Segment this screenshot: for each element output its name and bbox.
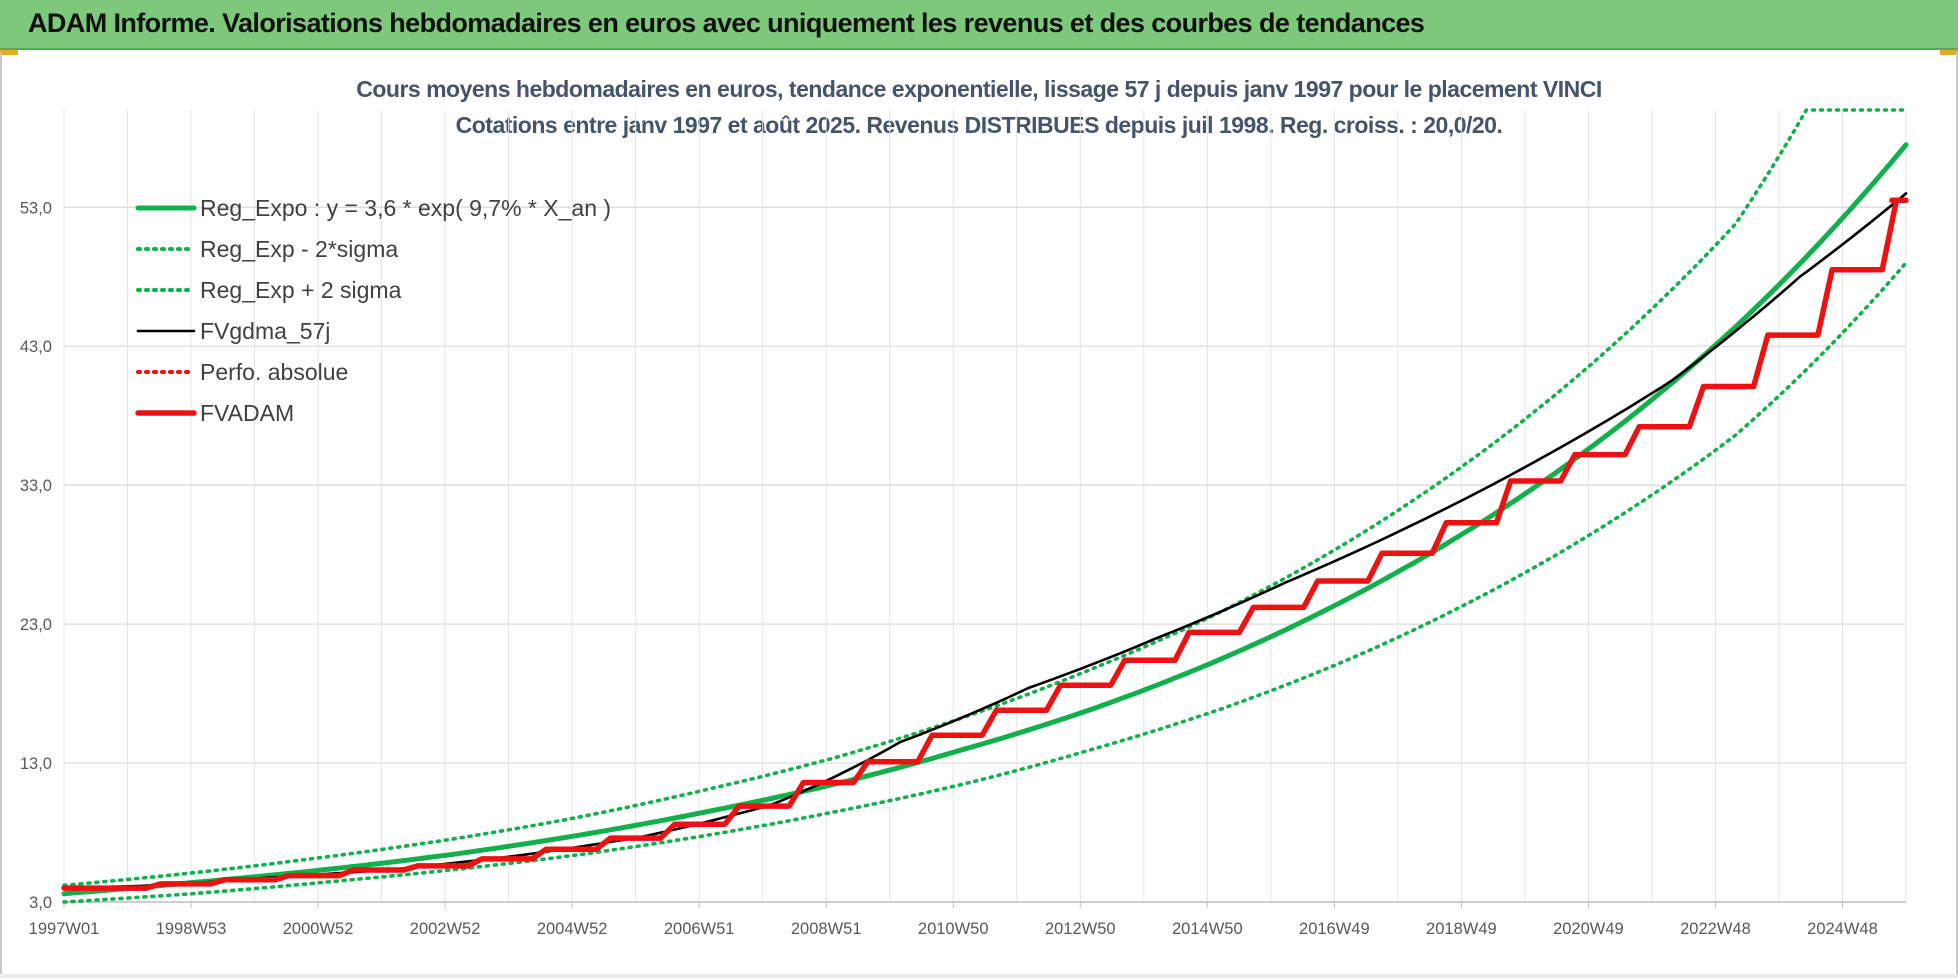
corner-marker-left [0, 50, 18, 55]
plot-grid [63, 110, 1907, 903]
series-lines [61, 108, 1909, 904]
bottom-strip [0, 974, 1958, 978]
x-tick-label: 2022W48 [1680, 920, 1751, 938]
y-tick-label: 33,0 [20, 477, 52, 495]
legend-label: Reg_Exp + 2 sigma [200, 277, 402, 303]
axis-labels: 3,0 13,0 23,0 33,0 43,0 53,0 1997W01 1998W53 200… [20, 199, 1906, 938]
x-tick-label: 2002W52 [410, 920, 481, 938]
corner-marker-right [1940, 50, 1958, 55]
y-tick-label: 13,0 [20, 755, 52, 773]
line-chart: Cours moyens hebdomadaires en euros, ten… [20, 76, 1909, 938]
x-tick-label: 2012W50 [1045, 920, 1116, 938]
x-tick-label: 2006W51 [664, 920, 735, 938]
y-tick-label: 53,0 [20, 199, 52, 217]
series-line [61, 142, 1909, 897]
x-tick-label: 2016W49 [1299, 920, 1370, 938]
x-tick-label: 2008W51 [791, 920, 862, 938]
legend-label: Reg_Exp - 2*sigma [200, 236, 398, 262]
legend-label: FVgdma_57j [200, 318, 330, 344]
x-tick-label: 2010W50 [918, 920, 989, 938]
chart-title-line-1: Cours moyens hebdomadaires en euros, ten… [356, 76, 1602, 102]
x-tick-label: 2000W52 [283, 920, 354, 938]
report-title: ADAM Informe. Valorisations hebdomadaire… [28, 8, 1425, 38]
y-tick-label: 23,0 [20, 616, 52, 634]
legend: Reg_Expo : y = 3,6 * exp( 9,7% * X_an ) R… [135, 195, 611, 426]
x-tick-label: 1997W01 [29, 920, 100, 938]
x-tick-label: 2024W48 [1807, 920, 1878, 938]
report-banner: ADAM Informe. Valorisations hebdomadaire… [0, 0, 1958, 50]
y-tick-label: 43,0 [20, 338, 52, 356]
x-tick-label: 1998W53 [156, 920, 227, 938]
y-tick-label: 3,0 [29, 894, 52, 912]
legend-label: FVADAM [200, 400, 294, 426]
series-line [61, 197, 1909, 891]
x-tick-label: 2004W52 [537, 920, 608, 938]
series-line [62, 108, 1908, 888]
x-tick-label: 2014W50 [1172, 920, 1243, 938]
chart-title-line-2: Cotations entre janv 1997 et août 2025. … [456, 112, 1503, 138]
x-tick-label: 2018W49 [1426, 920, 1497, 938]
x-tick-label: 2020W49 [1553, 920, 1624, 938]
legend-label: Reg_Expo : y = 3,6 * exp( 9,7% * X_an ) [200, 195, 611, 221]
series-line [62, 261, 1908, 904]
legend-label: Perfo. absolue [200, 359, 348, 385]
chart-frame: Cours moyens hebdomadaires en euros, ten… [0, 52, 1958, 978]
